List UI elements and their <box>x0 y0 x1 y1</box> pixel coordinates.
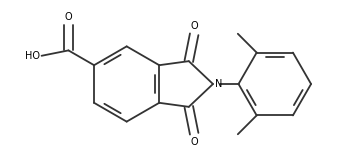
Text: HO: HO <box>25 51 40 61</box>
Text: O: O <box>65 12 72 22</box>
Text: N: N <box>215 79 222 89</box>
Text: O: O <box>190 137 198 147</box>
Text: O: O <box>190 21 198 31</box>
